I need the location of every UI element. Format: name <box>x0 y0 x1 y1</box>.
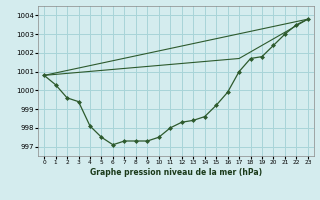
X-axis label: Graphe pression niveau de la mer (hPa): Graphe pression niveau de la mer (hPa) <box>90 168 262 177</box>
